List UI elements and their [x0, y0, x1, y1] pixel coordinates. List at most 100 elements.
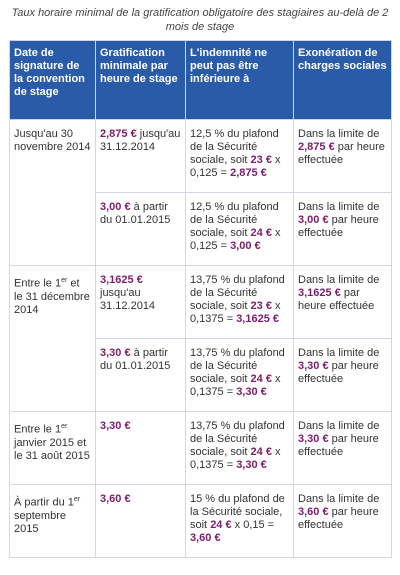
- superscript: er: [73, 496, 81, 503]
- text: x 0,1375 =: [190, 300, 281, 325]
- table-cell: 3,60 €: [95, 484, 186, 558]
- column-header: Gratification minimale par heure de stag…: [95, 40, 186, 120]
- table-cell: Dans la limite de 2,875 € par heure effe…: [293, 119, 392, 193]
- amount: 3,30 €: [236, 386, 267, 398]
- table-cell: Dans la limite de 3,30 € par heure effec…: [293, 338, 392, 412]
- amount: 3,60 €: [190, 532, 221, 544]
- text: janvier 2015 et le 31 août 2015: [14, 436, 90, 462]
- table-cell: 3,30 €: [95, 411, 186, 485]
- table-cell: 2,875 € jusqu'au 31.12.2014: [95, 119, 186, 193]
- table-cell: 12,5 % du plafond de la Sécurité sociale…: [185, 119, 294, 193]
- amount: 24 €: [250, 446, 272, 458]
- text: par heure effectuée: [298, 360, 379, 385]
- amount: 3,1625 €: [100, 274, 143, 286]
- table-cell: 13,75 % du plafond de la Sécurité social…: [185, 411, 294, 485]
- amount: 3,60 €: [298, 506, 329, 518]
- superscript: er: [61, 423, 68, 430]
- column-header: L'indemnité ne peut pas être inférieure …: [185, 40, 294, 120]
- text: jusqu'au 31.12.2014: [100, 128, 181, 153]
- text: x 0,1375 =: [190, 446, 281, 471]
- amount: 3,1625 €: [298, 287, 341, 299]
- amount: 24 €: [250, 227, 272, 239]
- text: À partir du 1: [14, 496, 74, 509]
- table-cell: Dans la limite de 3,00 € par heure effec…: [293, 192, 392, 266]
- text: par heure effectuée: [298, 433, 379, 458]
- amount: 3,00 €: [298, 214, 329, 226]
- text: x 0,125 =: [190, 227, 281, 252]
- amount: 3,30 €: [298, 433, 329, 445]
- table-row: Entre le 1er et le 31 décembre 2014 3,162…: [9, 265, 392, 412]
- column-header: Date de signature de la convention de st…: [9, 40, 96, 120]
- amount: 3,30 €: [236, 459, 267, 471]
- table-row: Jusqu'au 30 novembre 2014 2,875 € jusqu'a…: [9, 119, 392, 266]
- amount: 2,875 €: [100, 128, 137, 140]
- table-row: 3,30 € à partir du 01.01.2015 13,75 % du …: [10, 338, 392, 412]
- caption: Taux horaire minimal de la gratification…: [11, 7, 389, 33]
- amount: 24 €: [250, 373, 272, 385]
- table-cell: 3,1625 € jusqu'au 31.12.2014: [95, 265, 186, 339]
- period-cell: Entre le 1er et le 31 décembre 2014: [9, 265, 96, 412]
- text: Dans la limite de: [298, 128, 380, 140]
- table-row: Entre le 1er janvier 2015 et le 31 août …: [9, 411, 392, 485]
- table-cell: Dans la limite de 3,1625 € par heure eff…: [293, 265, 392, 339]
- text: à partir du 01.01.2015: [100, 201, 171, 226]
- table-row: 3,00 € à partir du 01.01.2015 12,5 % du p…: [10, 192, 392, 266]
- text: septembre 2015: [14, 509, 66, 535]
- amount: 23 €: [250, 300, 272, 312]
- text: 13,75 % du plafond de la Sécurité social…: [190, 274, 285, 312]
- table-body: Jusqu'au 30 novembre 2014 2,875 € jusqu'a…: [9, 119, 392, 558]
- text: 12,5 % du plafond de la Sécurité sociale…: [190, 201, 279, 239]
- amount: 3,00 €: [100, 201, 131, 213]
- text: 13,75 % du plafond de la Sécurité social…: [190, 420, 285, 458]
- text: Entre le 1: [14, 277, 62, 290]
- table-cell: Dans la limite de 3,30 € par heure effec…: [293, 411, 392, 485]
- table: Date de signature de la convention de st…: [9, 40, 392, 558]
- text: Entre le 1: [14, 423, 62, 436]
- text: jusqu'au 31.12.2014: [100, 287, 156, 312]
- amount: 3,30 €: [298, 360, 329, 372]
- table-cell: 3,30 € à partir du 01.01.2015: [95, 338, 186, 412]
- text: par heure effectuée: [298, 214, 379, 239]
- text: x 0,15 =: [231, 519, 275, 531]
- period-cell: Jusqu'au 30 novembre 2014: [9, 119, 96, 266]
- amount: 2,875 €: [230, 167, 267, 179]
- text: par heure effectuée: [298, 141, 385, 166]
- table-cell: 15 % du plafond de la Sécurité sociale, …: [185, 484, 294, 558]
- text: Jusqu'au 30 novembre 2014: [14, 128, 91, 153]
- amount: 2,875 €: [298, 141, 335, 153]
- amount: 3,1625 €: [236, 313, 280, 325]
- column-header: Exonération de charges sociales: [293, 40, 392, 120]
- period-cell: Entre le 1er janvier 2015 et le 31 août …: [9, 411, 96, 485]
- text: x 0,1375 =: [190, 373, 281, 398]
- text: 12,5 % du plafond de la Sécurité sociale…: [190, 128, 279, 166]
- text: 13,75 % du plafond de la Sécurité social…: [190, 347, 285, 385]
- table-cell: 3,00 € à partir du 01.01.2015: [95, 192, 186, 266]
- table-cell: 13,75 % du plafond de la Sécurité social…: [185, 265, 294, 339]
- amount: 3,30 €: [100, 347, 131, 359]
- text: Dans la limite de: [298, 274, 380, 286]
- text: Dans la limite de: [298, 201, 380, 213]
- superscript: er: [61, 277, 68, 284]
- table-row: À partir du 1er septembre 2015 3,60 €15 %…: [9, 484, 392, 558]
- text: Dans la limite de: [298, 347, 380, 359]
- amount: 3,30 €: [100, 420, 131, 432]
- amount: 3,00 €: [230, 240, 261, 252]
- table-cell: 12,5 % du plafond de la Sécurité sociale…: [185, 192, 294, 266]
- table-cell: 13,75 % du plafond de la Sécurité social…: [185, 338, 294, 412]
- amount: 24 €: [210, 519, 232, 531]
- period-cell: À partir du 1er septembre 2015: [9, 484, 96, 558]
- table-cell: Dans la limite de 3,60 € par heure effec…: [293, 484, 392, 558]
- text: Dans la limite de: [298, 493, 380, 505]
- text: Dans la limite de: [298, 420, 380, 432]
- amount: 23 €: [250, 154, 272, 166]
- text: x 0,125 =: [190, 154, 281, 179]
- header-row: Date de signature de la convention de st…: [9, 40, 392, 120]
- amount: 3,60 €: [100, 493, 131, 505]
- text: 15 % du plafond de la Sécurité sociale, …: [190, 493, 285, 531]
- text: et le 31 décembre 2014: [14, 277, 90, 316]
- text: par heure effectuée: [298, 506, 379, 531]
- text: à partir du 01.01.2015: [100, 347, 171, 372]
- text: par heure effectuée: [298, 287, 375, 312]
